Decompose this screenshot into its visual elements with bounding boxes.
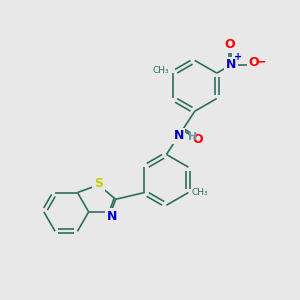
Text: N: N (226, 58, 236, 71)
Text: N: N (173, 129, 184, 142)
Text: H: H (188, 132, 197, 142)
Text: N: N (107, 210, 118, 223)
Text: O: O (224, 38, 235, 51)
Text: −: − (256, 56, 266, 68)
Text: CH₃: CH₃ (191, 188, 208, 197)
Text: S: S (94, 177, 103, 190)
Text: +: + (233, 52, 242, 61)
Text: O: O (249, 56, 259, 69)
Text: O: O (192, 133, 202, 146)
Text: CH₃: CH₃ (153, 66, 169, 75)
